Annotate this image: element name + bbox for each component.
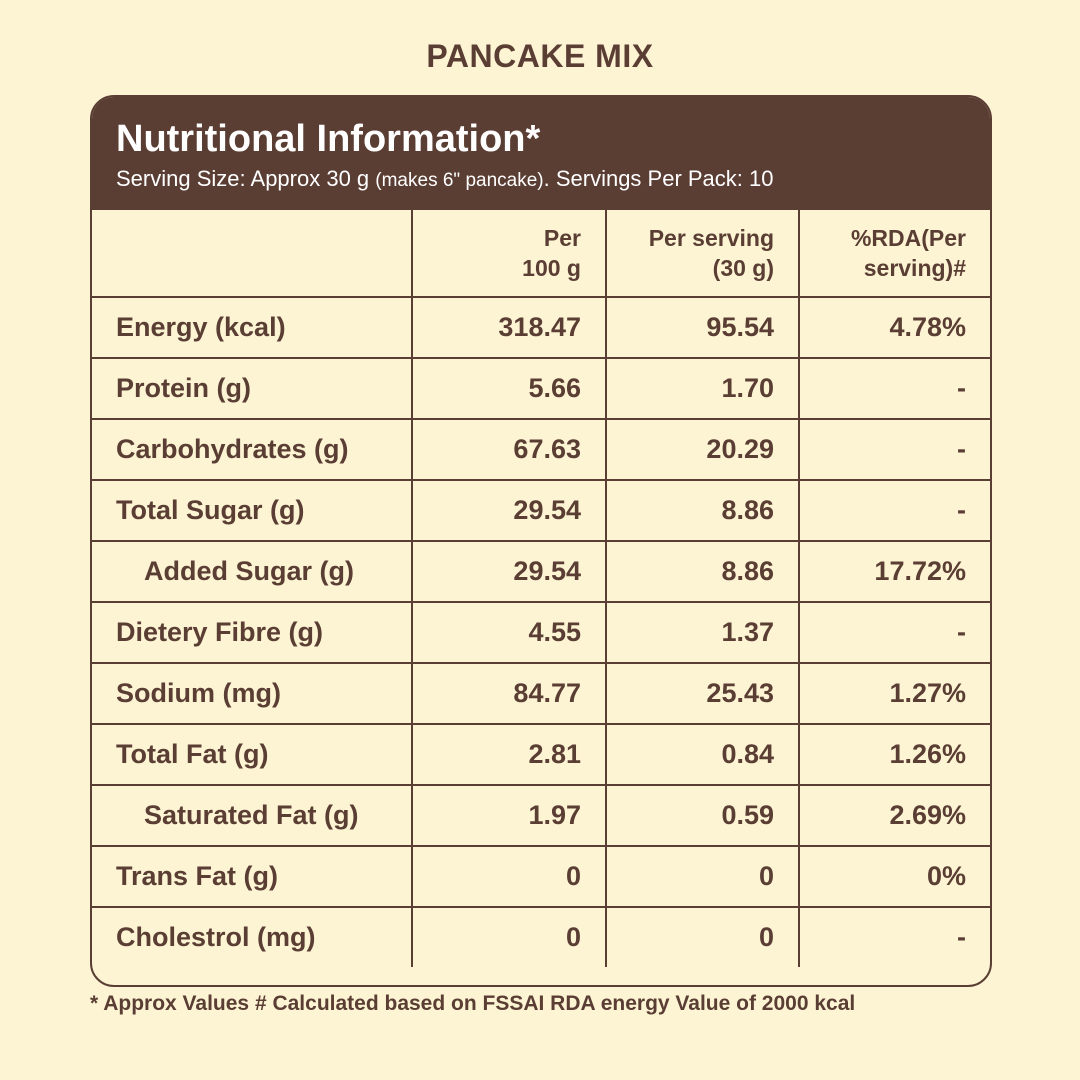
nutrient-name: Dietery Fibre (g) (92, 601, 413, 664)
nutrition-panel: Nutritional Information* Serving Size: A… (90, 95, 992, 987)
per-100g-value: 318.47 (411, 296, 607, 359)
panel-title: Nutritional Information* (116, 118, 541, 160)
product-name: PANCAKE MIX (426, 38, 654, 74)
per-100g-value: 84.77 (411, 662, 607, 725)
serving-info: Serving Size: Approx 30 g (makes 6" panc… (116, 165, 990, 195)
table-row: Protein (g) 5.66 1.70 - (92, 357, 990, 420)
per-serving-value: 8.86 (605, 479, 800, 542)
per-100g-value: 29.54 (411, 540, 607, 603)
rda-value: - (798, 906, 990, 967)
per-100g-value: 0 (411, 906, 607, 967)
rda-value: - (798, 479, 990, 542)
rda-value: 4.78% (798, 296, 990, 359)
serving-size: Serving Size: Approx 30 g (116, 166, 370, 191)
per-100g-value: 1.97 (411, 784, 607, 847)
table-row: Energy (kcal) 318.47 95.54 4.78% (92, 296, 990, 359)
per-serving-value: 1.37 (605, 601, 800, 664)
nutrient-name: Energy (kcal) (92, 296, 413, 359)
nutrient-name: Saturated Fat (g) (92, 784, 413, 847)
per-serving-value: 25.43 (605, 662, 800, 725)
servings-per-pack: . Servings Per Pack: 10 (543, 166, 774, 191)
table-row: Total Fat (g) 2.81 0.84 1.26% (92, 723, 990, 786)
nutrient-name: Total Fat (g) (92, 723, 413, 786)
nutrient-name: Added Sugar (g) (92, 540, 413, 603)
table-row: Cholestrol (mg) 0 0 - (92, 906, 990, 967)
per-100g-value: 67.63 (411, 418, 607, 481)
per-serving-value: 95.54 (605, 296, 800, 359)
rda-value: 1.27% (798, 662, 990, 725)
per-100g-value: 2.81 (411, 723, 607, 786)
per-100g-value: 4.55 (411, 601, 607, 664)
per-100g-value: 29.54 (411, 479, 607, 542)
nutrient-name: Sodium (mg) (92, 662, 413, 725)
per-serving-value: 1.70 (605, 357, 800, 420)
column-header: Per serving (30 g) (605, 210, 800, 298)
per-serving-value: 0.84 (605, 723, 800, 786)
per-serving-value: 20.29 (605, 418, 800, 481)
per-serving-value: 0 (605, 906, 800, 967)
rda-value: - (798, 418, 990, 481)
table-row: Carbohydrates (g) 67.63 20.29 - (92, 418, 990, 481)
rda-value: 2.69% (798, 784, 990, 847)
column-header: %RDA(Per serving)# (798, 210, 990, 298)
table-row: Trans Fat (g) 0 0 0% (92, 845, 990, 908)
nutrient-name: Cholestrol (mg) (92, 906, 413, 967)
per-serving-value: 8.86 (605, 540, 800, 603)
serving-note: (makes 6" pancake) (375, 170, 544, 191)
table-row: Sodium (mg) 84.77 25.43 1.27% (92, 662, 990, 725)
table-row: Dietery Fibre (g) 4.55 1.37 - (92, 601, 990, 664)
column-header: Per 100 g (411, 210, 607, 298)
footnote: * Approx Values # Calculated based on FS… (90, 992, 856, 1015)
nutrient-name: Trans Fat (g) (92, 845, 413, 908)
per-100g-value: 0 (411, 845, 607, 908)
column-header (92, 210, 413, 298)
table-row: Saturated Fat (g) 1.97 0.59 2.69% (92, 784, 990, 847)
panel-header: Nutritional Information* Serving Size: A… (92, 97, 990, 210)
rda-value: - (798, 601, 990, 664)
rda-value: 0% (798, 845, 990, 908)
per-serving-value: 0 (605, 845, 800, 908)
per-100g-value: 5.66 (411, 357, 607, 420)
table-row: Added Sugar (g) 29.54 8.86 17.72% (92, 540, 990, 603)
nutrient-name: Protein (g) (92, 357, 413, 420)
nutrient-name: Total Sugar (g) (92, 479, 413, 542)
rda-value: 17.72% (798, 540, 990, 603)
nutrition-table: Per 100 g Per serving (30 g) %RDA(Per serving… (92, 210, 990, 967)
rda-value: 1.26% (798, 723, 990, 786)
header-row: Per 100 g Per serving (30 g) %RDA(Per serving… (92, 210, 990, 298)
table-row: Total Sugar (g) 29.54 8.86 - (92, 479, 990, 542)
nutrient-name: Carbohydrates (g) (92, 418, 413, 481)
rda-value: - (798, 357, 990, 420)
per-serving-value: 0.59 (605, 784, 800, 847)
